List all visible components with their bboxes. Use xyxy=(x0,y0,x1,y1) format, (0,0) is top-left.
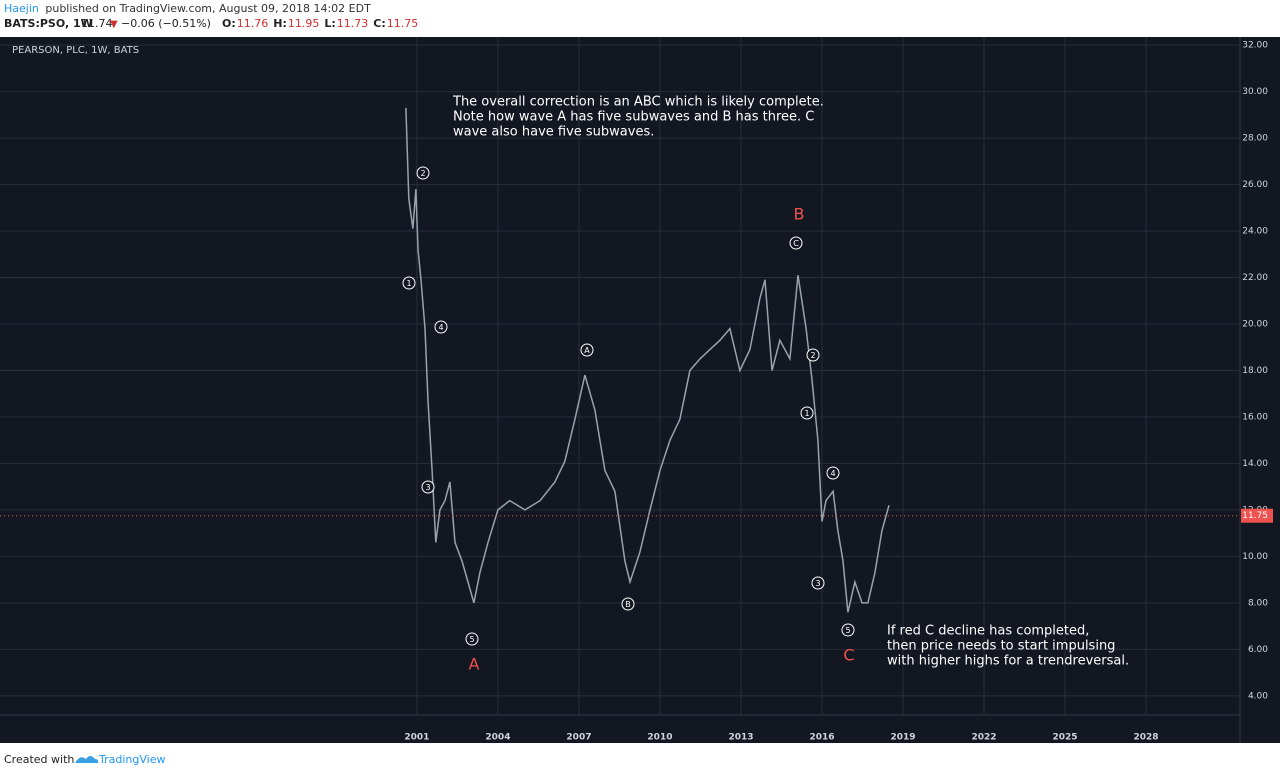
y-tick-label: 24.00 xyxy=(1242,227,1268,237)
wave-circle xyxy=(465,632,479,646)
y-tick-label: 18.00 xyxy=(1242,366,1268,376)
annotation: Note how wave A has five subwaves and B … xyxy=(453,110,814,125)
wave-label: 1 xyxy=(804,409,809,418)
ohlc-label: C: xyxy=(373,17,385,30)
x-tick-label: 2004 xyxy=(485,733,510,743)
wave-circle xyxy=(402,276,416,290)
wave-label: 3 xyxy=(425,483,430,492)
y-tick-label: 22.00 xyxy=(1242,273,1268,283)
y-tick-label: 4.00 xyxy=(1248,691,1268,701)
ohlc-value: 11.76 xyxy=(237,17,269,30)
y-tick-label: 10.00 xyxy=(1242,552,1268,562)
y-tick-label: 32.00 xyxy=(1242,41,1268,51)
wave-circle xyxy=(800,406,814,420)
wave-circle xyxy=(826,466,840,480)
x-tick-label: 2025 xyxy=(1052,733,1077,743)
ohlc-value: 11.75 xyxy=(387,17,419,30)
down-arrow: ▼ xyxy=(110,19,118,30)
annotation: wave also have five subwaves. xyxy=(453,125,654,140)
last-price-tag xyxy=(1241,508,1273,523)
price-line xyxy=(405,107,890,613)
y-tick-label: 14.00 xyxy=(1242,459,1268,469)
wave-circle xyxy=(416,166,430,180)
wave-label: 2 xyxy=(420,169,425,178)
wave-label: B xyxy=(625,600,631,609)
y-tick-label: 16.00 xyxy=(1242,412,1268,422)
annotation: with higher highs for a trendreversal. xyxy=(887,654,1129,669)
wave-circle xyxy=(621,597,635,611)
symbol: BATS:PSO, 1W xyxy=(4,17,93,30)
y-tick-label: 6.00 xyxy=(1248,645,1268,655)
header-line: Haejin published on TradingView.com, Aug… xyxy=(4,2,371,15)
x-tick-label: 2001 xyxy=(404,733,429,743)
x-tick-label: 2010 xyxy=(647,733,672,743)
y-tick-label: 26.00 xyxy=(1242,180,1268,190)
ohlc-value: 11.73 xyxy=(337,17,369,30)
change: −0.06 (−0.51%) xyxy=(121,17,211,30)
wave-label: 5 xyxy=(469,635,474,644)
chart-title: PEARSON, PLC, 1W, BATS xyxy=(12,45,139,56)
wave-label: 4 xyxy=(830,469,835,478)
wave-label: A xyxy=(469,655,480,674)
wave-circle xyxy=(789,236,803,250)
wave-label: 4 xyxy=(438,323,443,332)
last: 11.74 xyxy=(81,17,113,30)
wave-circle xyxy=(841,623,855,637)
footer-brand[interactable]: TradingView xyxy=(98,753,165,766)
published: published on TradingView.com, August 09,… xyxy=(45,2,371,15)
wave-circle xyxy=(811,576,825,590)
wave-label: 5 xyxy=(845,626,850,635)
plot-background xyxy=(0,37,1280,743)
y-tick-label: 28.00 xyxy=(1242,134,1268,144)
last-price-label: 11.75 xyxy=(1242,511,1268,521)
wave-label: A xyxy=(584,346,590,355)
x-tick-label: 2013 xyxy=(728,733,753,743)
x-tick-label: 2019 xyxy=(890,733,915,743)
wave-circle xyxy=(421,480,435,494)
x-tick-label: 2028 xyxy=(1133,733,1158,743)
ohlc-label: H: xyxy=(273,17,287,30)
y-tick-label: 8.00 xyxy=(1248,598,1268,608)
wave-circle xyxy=(806,348,820,362)
wave-label: C xyxy=(793,239,799,248)
annotation: then price needs to start impulsing xyxy=(887,639,1115,654)
ohlc-label: L: xyxy=(324,17,335,30)
wave-label: 3 xyxy=(815,579,820,588)
footer-created: Created with xyxy=(4,753,74,766)
annotation: The overall correction is an ABC which i… xyxy=(452,95,824,110)
y-tick-label: 30.00 xyxy=(1242,87,1268,97)
author[interactable]: Haejin xyxy=(4,2,39,15)
wave-label: 2 xyxy=(810,351,815,360)
x-tick-label: 2016 xyxy=(809,733,834,743)
wave-circle xyxy=(580,343,594,357)
logo xyxy=(75,756,99,763)
wave-label: B xyxy=(794,205,805,224)
wave-label: C xyxy=(843,646,854,665)
y-tick-label: 20.00 xyxy=(1242,320,1268,330)
ohlc-value: 11.95 xyxy=(288,17,320,30)
ohlc-label: O: xyxy=(222,17,236,30)
wave-circle xyxy=(434,320,448,334)
x-tick-label: 2022 xyxy=(971,733,996,743)
annotation: If red C decline has completed, xyxy=(887,624,1089,639)
wave-label: 1 xyxy=(406,279,411,288)
x-tick-label: 2007 xyxy=(566,733,591,743)
